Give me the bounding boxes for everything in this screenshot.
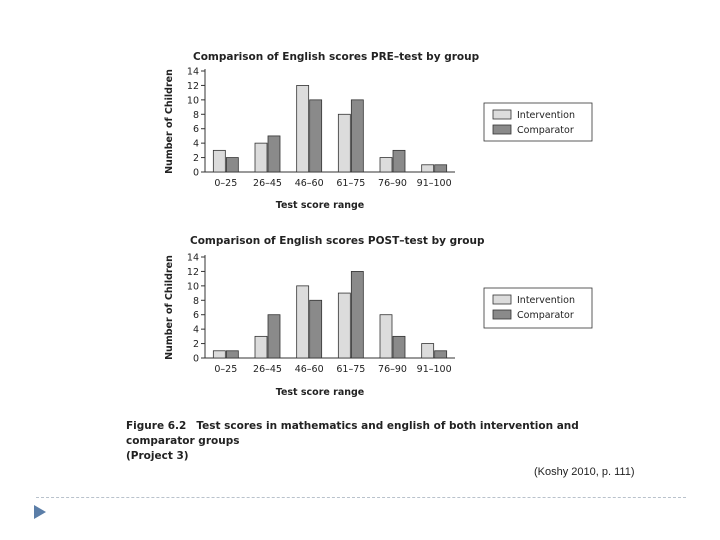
bar-comparator-5: [392, 149, 406, 173]
x-axis-label: Test score range: [276, 200, 365, 211]
caption-text: Test scores in mathematics and english o…: [126, 420, 579, 447]
x-axis-label: Test score range: [276, 387, 365, 398]
y-axis-label: Number of Children: [164, 255, 175, 360]
bar-intervention-3: [296, 285, 310, 359]
bar-intervention-4: [337, 113, 351, 173]
legend-box: [483, 287, 593, 329]
bar-charts-figure: Comparison of English scores PRE–test by…: [164, 51, 593, 398]
figure-caption: Figure 6.2 Test scores in mathematics and…: [126, 419, 646, 464]
legend-label-intervention: Intervention: [517, 110, 575, 121]
bar-comparator-3: [309, 99, 323, 173]
x-tick-label: 0–25: [214, 364, 237, 375]
y-axis-label: Number of Children: [164, 69, 175, 174]
y-tick-label: 4: [193, 139, 199, 150]
chart-title: Comparison of English scores PRE–test by…: [193, 51, 480, 63]
y-tick-label: 14: [187, 253, 199, 264]
bar-intervention-3: [296, 85, 310, 173]
x-tick-label: 46–60: [295, 364, 324, 375]
legend: Intervention Comparator: [483, 287, 593, 329]
legend: Intervention Comparator: [483, 102, 593, 142]
bar-intervention-1: [212, 149, 226, 173]
legend-box: [483, 102, 593, 142]
bar-intervention-6: [421, 343, 435, 359]
chart-2: Comparison of English scores POST–test b…: [164, 235, 593, 398]
bar-comparator-6: [434, 164, 448, 173]
y-tick-label: 6: [193, 310, 199, 321]
triangle-bullet-icon: [34, 505, 46, 519]
bar-comparator-2: [267, 314, 281, 359]
y-tick-label: 8: [193, 296, 199, 307]
x-tick-label: 76–90: [378, 178, 407, 189]
bar-comparator-5: [392, 335, 406, 359]
legend-swatch-intervention: [492, 109, 512, 120]
bar-comparator-1: [225, 350, 239, 359]
bar-intervention-5: [379, 157, 393, 173]
slide-divider: [36, 497, 686, 498]
bar-intervention-2: [254, 142, 268, 173]
y-tick-label: 12: [187, 267, 199, 278]
y-tick-label: 12: [187, 81, 199, 92]
x-tick-label: 61–75: [336, 178, 365, 189]
bar-intervention-5: [379, 314, 393, 359]
x-tick-label: 76–90: [378, 364, 407, 375]
x-tick-label: 26–45: [253, 364, 282, 375]
bar-comparator-6: [434, 350, 448, 359]
x-tick-label: 26–45: [253, 178, 282, 189]
legend-swatch-comparator: [492, 124, 512, 135]
legend-label-comparator: Comparator: [517, 125, 574, 136]
x-tick-label: 46–60: [295, 178, 324, 189]
y-tick-label: 4: [193, 325, 199, 336]
bar-intervention-1: [212, 350, 226, 359]
y-tick-label: 10: [187, 95, 199, 106]
citation: (Koshy 2010, p. 111): [534, 466, 635, 478]
legend-swatch-comparator: [492, 309, 512, 320]
chart-1: Comparison of English scores PRE–test by…: [164, 51, 593, 211]
x-tick-label: 91–100: [417, 178, 452, 189]
caption-project: (Project 3): [126, 450, 189, 462]
y-tick-label: 8: [193, 110, 199, 121]
bar-comparator-2: [267, 135, 281, 173]
legend-label-comparator: Comparator: [517, 310, 574, 321]
figure-number: Figure 6.2: [126, 420, 187, 432]
legend-swatch-intervention: [492, 294, 512, 305]
y-tick-label: 2: [193, 153, 199, 164]
bar-comparator-1: [225, 157, 239, 173]
bar-comparator-4: [350, 271, 364, 359]
x-tick-label: 91–100: [417, 364, 452, 375]
x-tick-label: 61–75: [336, 364, 365, 375]
y-tick-label: 10: [187, 281, 199, 292]
chart-title: Comparison of English scores POST–test b…: [190, 235, 485, 247]
y-tick-label: 14: [187, 67, 199, 78]
bar-intervention-6: [421, 164, 435, 173]
bar-comparator-4: [350, 99, 364, 173]
bar-intervention-4: [337, 292, 351, 359]
legend-label-intervention: Intervention: [517, 295, 575, 306]
x-tick-label: 0–25: [214, 178, 237, 189]
y-tick-label: 0: [193, 168, 199, 179]
y-tick-label: 6: [193, 124, 199, 135]
bar-comparator-3: [309, 299, 323, 359]
bar-intervention-2: [254, 335, 268, 359]
y-tick-label: 2: [193, 339, 199, 350]
y-tick-label: 0: [193, 354, 199, 365]
